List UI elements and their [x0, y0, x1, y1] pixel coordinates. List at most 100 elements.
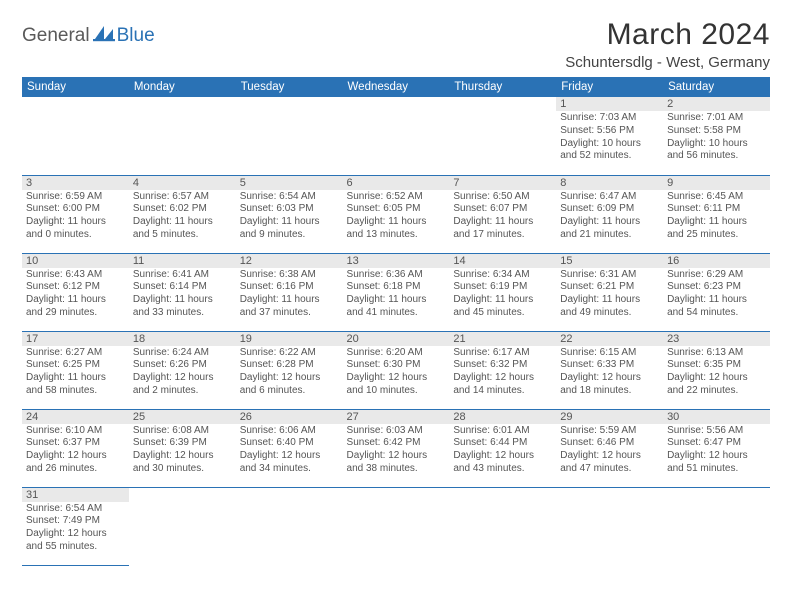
- sunset-text: Sunset: 6:42 PM: [347, 437, 446, 450]
- day-cell: 24Sunrise: 6:10 AMSunset: 6:37 PMDayligh…: [22, 409, 129, 487]
- sunset-text: Sunset: 6:23 PM: [667, 281, 766, 294]
- day-info: Sunrise: 6:01 AMSunset: 6:44 PMDaylight:…: [453, 424, 552, 476]
- sunset-text: Sunset: 6:37 PM: [26, 437, 125, 450]
- date-number: 7: [449, 176, 556, 190]
- week-row: 17Sunrise: 6:27 AMSunset: 6:25 PMDayligh…: [22, 331, 770, 409]
- day-info: Sunrise: 6:52 AMSunset: 6:05 PMDaylight:…: [347, 190, 446, 242]
- daylight-text: Daylight: 11 hours and 58 minutes.: [26, 372, 125, 398]
- logo-text-2: Blue: [117, 25, 155, 47]
- daylight-text: Daylight: 12 hours and 10 minutes.: [347, 372, 446, 398]
- daylight-text: Daylight: 12 hours and 38 minutes.: [347, 450, 446, 476]
- sunset-text: Sunset: 5:56 PM: [560, 125, 659, 138]
- sunrise-text: Sunrise: 5:59 AM: [560, 425, 659, 438]
- day-cell: 27Sunrise: 6:03 AMSunset: 6:42 PMDayligh…: [343, 409, 450, 487]
- day-header: Saturday: [663, 77, 770, 97]
- daylight-text: Daylight: 11 hours and 41 minutes.: [347, 294, 446, 320]
- day-info: Sunrise: 5:56 AMSunset: 6:47 PMDaylight:…: [667, 424, 766, 476]
- sunrise-text: Sunrise: 6:29 AM: [667, 269, 766, 282]
- sunset-text: Sunset: 6:11 PM: [667, 203, 766, 216]
- day-cell: 10Sunrise: 6:43 AMSunset: 6:12 PMDayligh…: [22, 253, 129, 331]
- date-number: 30: [663, 410, 770, 424]
- sunrise-text: Sunrise: 6:36 AM: [347, 269, 446, 282]
- date-number: 9: [663, 176, 770, 190]
- sunrise-text: Sunrise: 6:43 AM: [26, 269, 125, 282]
- day-cell: 23Sunrise: 6:13 AMSunset: 6:35 PMDayligh…: [663, 331, 770, 409]
- sunrise-text: Sunrise: 6:22 AM: [240, 347, 339, 360]
- sunset-text: Sunset: 6:05 PM: [347, 203, 446, 216]
- date-number: 15: [556, 254, 663, 268]
- sunrise-text: Sunrise: 7:03 AM: [560, 112, 659, 125]
- sunset-text: Sunset: 6:12 PM: [26, 281, 125, 294]
- sunset-text: Sunset: 6:35 PM: [667, 359, 766, 372]
- daylight-text: Daylight: 11 hours and 45 minutes.: [453, 294, 552, 320]
- day-cell: 19Sunrise: 6:22 AMSunset: 6:28 PMDayligh…: [236, 331, 343, 409]
- daylight-text: Daylight: 11 hours and 13 minutes.: [347, 216, 446, 242]
- date-number: [449, 488, 556, 502]
- date-number: [343, 488, 450, 502]
- daylight-text: Daylight: 12 hours and 6 minutes.: [240, 372, 339, 398]
- week-row: 10Sunrise: 6:43 AMSunset: 6:12 PMDayligh…: [22, 253, 770, 331]
- date-number: 14: [449, 254, 556, 268]
- daylight-text: Daylight: 11 hours and 49 minutes.: [560, 294, 659, 320]
- sunrise-text: Sunrise: 6:01 AM: [453, 425, 552, 438]
- day-cell: 7Sunrise: 6:50 AMSunset: 6:07 PMDaylight…: [449, 175, 556, 253]
- logo-text-1: General: [22, 25, 90, 47]
- day-cell: 30Sunrise: 5:56 AMSunset: 6:47 PMDayligh…: [663, 409, 770, 487]
- sunrise-text: Sunrise: 6:52 AM: [347, 191, 446, 204]
- date-number: 18: [129, 332, 236, 346]
- day-cell: 17Sunrise: 6:27 AMSunset: 6:25 PMDayligh…: [22, 331, 129, 409]
- week-row: 3Sunrise: 6:59 AMSunset: 6:00 PMDaylight…: [22, 175, 770, 253]
- daylight-text: Daylight: 11 hours and 29 minutes.: [26, 294, 125, 320]
- day-cell: 9Sunrise: 6:45 AMSunset: 6:11 PMDaylight…: [663, 175, 770, 253]
- sunrise-text: Sunrise: 6:41 AM: [133, 269, 232, 282]
- sunrise-text: Sunrise: 6:47 AM: [560, 191, 659, 204]
- sunset-text: Sunset: 6:19 PM: [453, 281, 552, 294]
- date-number: 8: [556, 176, 663, 190]
- day-info: Sunrise: 6:36 AMSunset: 6:18 PMDaylight:…: [347, 268, 446, 320]
- daylight-text: Daylight: 12 hours and 22 minutes.: [667, 372, 766, 398]
- day-info: Sunrise: 6:15 AMSunset: 6:33 PMDaylight:…: [560, 346, 659, 398]
- day-info: Sunrise: 6:47 AMSunset: 6:09 PMDaylight:…: [560, 190, 659, 242]
- date-number: 16: [663, 254, 770, 268]
- day-header: Monday: [129, 77, 236, 97]
- date-number: [556, 488, 663, 502]
- day-info: Sunrise: 6:17 AMSunset: 6:32 PMDaylight:…: [453, 346, 552, 398]
- day-info: Sunrise: 6:41 AMSunset: 6:14 PMDaylight:…: [133, 268, 232, 320]
- day-cell: [129, 487, 236, 565]
- day-cell: 28Sunrise: 6:01 AMSunset: 6:44 PMDayligh…: [449, 409, 556, 487]
- day-cell: 1Sunrise: 7:03 AMSunset: 5:56 PMDaylight…: [556, 97, 663, 175]
- daylight-text: Daylight: 11 hours and 25 minutes.: [667, 216, 766, 242]
- date-number: 31: [22, 488, 129, 502]
- day-cell: 31Sunrise: 6:54 AMSunset: 7:49 PMDayligh…: [22, 487, 129, 565]
- sunrise-text: Sunrise: 6:13 AM: [667, 347, 766, 360]
- day-cell: 18Sunrise: 6:24 AMSunset: 6:26 PMDayligh…: [129, 331, 236, 409]
- day-info: Sunrise: 6:59 AMSunset: 6:00 PMDaylight:…: [26, 190, 125, 242]
- daylight-text: Daylight: 12 hours and 30 minutes.: [133, 450, 232, 476]
- day-info: Sunrise: 7:03 AMSunset: 5:56 PMDaylight:…: [560, 111, 659, 163]
- day-cell: 16Sunrise: 6:29 AMSunset: 6:23 PMDayligh…: [663, 253, 770, 331]
- day-cell: 4Sunrise: 6:57 AMSunset: 6:02 PMDaylight…: [129, 175, 236, 253]
- day-info: Sunrise: 6:54 AMSunset: 6:03 PMDaylight:…: [240, 190, 339, 242]
- sunset-text: Sunset: 6:16 PM: [240, 281, 339, 294]
- daylight-text: Daylight: 12 hours and 18 minutes.: [560, 372, 659, 398]
- day-cell: [236, 487, 343, 565]
- daylight-text: Daylight: 12 hours and 47 minutes.: [560, 450, 659, 476]
- sunset-text: Sunset: 6:18 PM: [347, 281, 446, 294]
- date-number: [22, 97, 129, 111]
- date-number: 20: [343, 332, 450, 346]
- day-info: Sunrise: 6:03 AMSunset: 6:42 PMDaylight:…: [347, 424, 446, 476]
- date-number: 23: [663, 332, 770, 346]
- sunset-text: Sunset: 7:49 PM: [26, 515, 125, 528]
- daylight-text: Daylight: 12 hours and 55 minutes.: [26, 528, 125, 554]
- calendar-table: Sunday Monday Tuesday Wednesday Thursday…: [22, 77, 770, 566]
- date-number: [449, 97, 556, 111]
- day-cell: 5Sunrise: 6:54 AMSunset: 6:03 PMDaylight…: [236, 175, 343, 253]
- day-header-row: Sunday Monday Tuesday Wednesday Thursday…: [22, 77, 770, 97]
- daylight-text: Daylight: 11 hours and 5 minutes.: [133, 216, 232, 242]
- date-number: 11: [129, 254, 236, 268]
- sunset-text: Sunset: 6:28 PM: [240, 359, 339, 372]
- day-cell: [343, 97, 450, 175]
- sunrise-text: Sunrise: 6:10 AM: [26, 425, 125, 438]
- day-cell: 3Sunrise: 6:59 AMSunset: 6:00 PMDaylight…: [22, 175, 129, 253]
- day-header: Wednesday: [343, 77, 450, 97]
